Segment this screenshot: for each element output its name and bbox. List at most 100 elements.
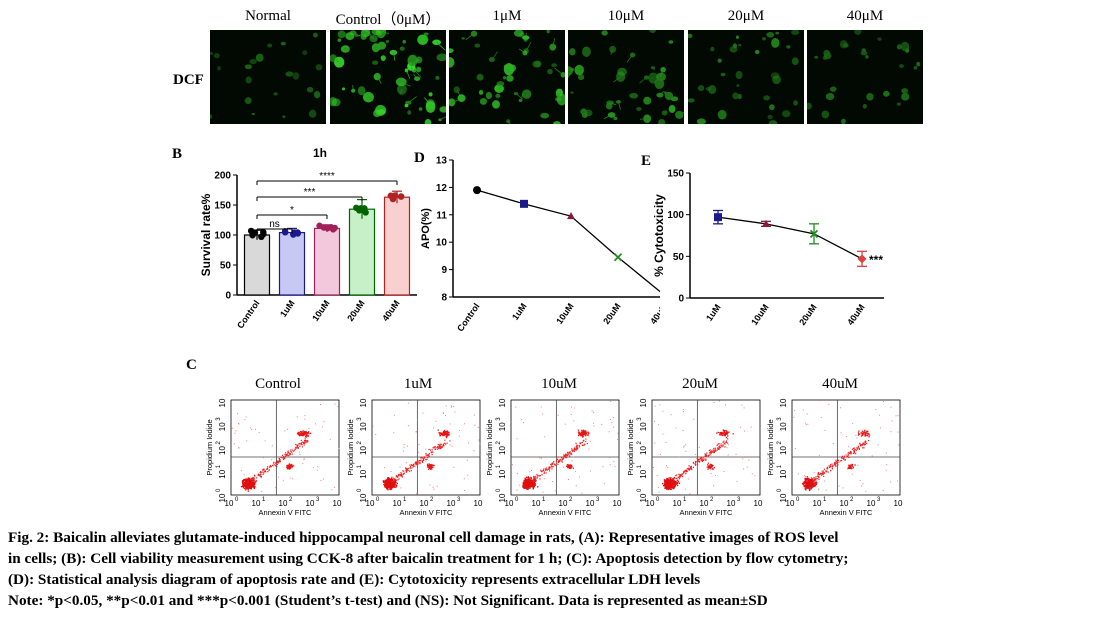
flow-y-tick-label: 10	[779, 469, 788, 478]
flow-x-tick-label: 10	[673, 499, 682, 508]
chart-b-title: 1h	[313, 146, 327, 160]
flow-y-tick-label: 10	[359, 493, 368, 502]
flow-y-tick-label: 10	[779, 493, 788, 502]
flow-scatter-points	[652, 400, 756, 495]
chart-b-bar	[313, 227, 341, 296]
flow-x-axis-label: Annexin V FITC	[539, 508, 593, 517]
flow-y-axis-label: Propidium Iodide	[485, 419, 494, 475]
flow-x-tick-label: 10	[786, 499, 795, 508]
flow-x-tick-exp: 3	[877, 497, 881, 503]
chart-b-y-tick-label: 150	[214, 201, 231, 212]
chart-d-y-tick-label: 8	[441, 293, 447, 304]
panel-e-letter: E	[641, 153, 652, 169]
chart-b-data-point	[397, 193, 405, 200]
flow-cytometry-plot: 100100101101102102103103104104Annexin V …	[626, 398, 763, 517]
flow-y-tick-exp: 3	[496, 417, 502, 421]
chart-b-significance-label: ns	[269, 219, 280, 230]
flow-y-tick-label: 10	[779, 398, 788, 407]
flow-y-tick-exp: 0	[777, 488, 783, 492]
flow-x-tick-label: 10	[306, 499, 315, 508]
flow-y-tick-label: 10	[639, 446, 648, 455]
flow-y-tick-exp: 0	[216, 488, 222, 492]
chart-b-x-tick-label: 1uM	[278, 298, 297, 318]
flow-y-tick-exp: 3	[357, 417, 363, 421]
flow-plot-title: 1uM	[403, 376, 433, 392]
flow-x-axis-label: Annexin V FITC	[820, 508, 874, 517]
caption-line-2: in cells; (B): Cell viability measuremen…	[8, 550, 849, 567]
flow-x-tick-label: 10	[393, 499, 402, 508]
flow-x-tick-exp: 3	[737, 497, 741, 503]
flow-y-tick-exp: 3	[637, 417, 643, 421]
figure-caption: Fig. 2: Baicalin alleviates glutamate-in…	[8, 527, 1098, 611]
chart-b-data-point	[247, 227, 255, 235]
flow-plot-title: 10uM	[541, 376, 577, 392]
dcf-image-title: 40μM	[846, 8, 884, 24]
flow-cytometry-plot: 100100101101102102103103104104Annexin V …	[766, 398, 903, 517]
chart-d-y-tick-label: 12	[436, 183, 448, 194]
chart-b-bar	[243, 234, 271, 296]
flow-y-tick-exp: 2	[496, 441, 502, 445]
flow-cytometry-plot: 100100101101102102103103104104Annexin V …	[346, 398, 483, 517]
flow-x-tick-label: 10	[532, 499, 541, 508]
chart-d-marker	[613, 253, 623, 262]
chart-e-y-tick-label: 150	[667, 169, 684, 180]
dcf-image-title: 10μM	[607, 8, 645, 24]
flow-y-tick-label: 10	[779, 446, 788, 455]
flow-x-tick-label: 10	[252, 499, 261, 508]
panel-d-line-chart: 8 9 10 11 12 13 APO(%) Control 1uM 10uM 20uM 40uM	[420, 156, 660, 333]
flow-y-tick-exp: 3	[216, 417, 222, 421]
flow-x-tick-label: 10	[813, 499, 822, 508]
chart-e-x-tick-label: 20uM	[797, 302, 818, 327]
dcf-image-title: Normal	[245, 8, 291, 24]
panel-d-letter: D	[414, 150, 425, 166]
flow-x-tick-exp: 0	[515, 497, 519, 503]
chart-d-x-tick-label: 40uM	[648, 301, 660, 326]
flow-x-tick-label: 10	[333, 499, 342, 508]
chart-b-bar	[348, 208, 376, 296]
chart-e-x-tick-label: 10uM	[749, 302, 770, 327]
flow-x-tick-label: 10	[867, 499, 876, 508]
flow-x-tick-label: 10	[279, 499, 288, 508]
chart-e-annotation: ***	[869, 253, 883, 267]
chart-e-y-tick-label: 100	[667, 210, 684, 221]
flow-plot-title: 40uM	[822, 376, 858, 392]
chart-b-x-tick-label: 20uM	[345, 298, 366, 323]
dcf-fluorescence-image	[688, 30, 804, 124]
caption-line-1: Fig. 2: Baicalin alleviates glutamate-in…	[8, 529, 839, 546]
flow-x-tick-exp: 0	[656, 497, 660, 503]
flow-x-tick-label: 10	[447, 499, 456, 508]
panel-e-line-chart: 0 50 100 150 % Cytotoxicity 1uM 10uM 20uM 40uM **…	[652, 169, 884, 327]
flow-x-tick-exp: 3	[316, 497, 320, 503]
flow-y-tick-label: 10	[639, 469, 648, 478]
flow-y-tick-exp: 0	[496, 488, 502, 492]
flow-x-tick-exp: 3	[457, 497, 461, 503]
flow-y-tick-label: 10	[359, 469, 368, 478]
flow-y-tick-exp: 1	[216, 464, 222, 468]
flow-y-tick-exp: 3	[777, 417, 783, 421]
chart-d-y-tick-label: 10	[436, 238, 448, 249]
chart-b-bar	[383, 196, 411, 296]
chart-d-x-tick-label: 20uM	[601, 301, 622, 326]
flow-y-tick-exp: 2	[216, 441, 222, 445]
dcf-fluorescence-image	[449, 30, 565, 124]
flow-x-tick-exp: 2	[430, 497, 434, 503]
flow-x-axis-label: Annexin V FITC	[400, 508, 454, 517]
flow-y-tick-label: 10	[639, 493, 648, 502]
flow-x-tick-label: 10	[613, 499, 622, 508]
flow-y-tick-label: 10	[639, 422, 648, 431]
dcf-fluorescence-image	[210, 30, 326, 124]
chart-d-x-tick-label: Control	[455, 301, 482, 333]
dcf-fluorescence-image	[807, 30, 923, 124]
chart-b-data-point	[328, 224, 335, 231]
flow-y-tick-label: 10	[498, 446, 507, 455]
dcf-image-title: Control（0μM）	[335, 12, 441, 28]
chart-b-y-label: Survival rate%	[199, 193, 213, 276]
chart-b-significance-label: *	[290, 205, 294, 216]
chart-b-y-tick-label: 0	[225, 291, 231, 302]
flow-y-tick-label: 10	[218, 422, 227, 431]
flow-y-tick-label: 10	[218, 446, 227, 455]
flow-y-tick-exp: 1	[777, 464, 783, 468]
flow-x-tick-label: 10	[840, 499, 849, 508]
panel-c-letter: C	[186, 357, 197, 373]
